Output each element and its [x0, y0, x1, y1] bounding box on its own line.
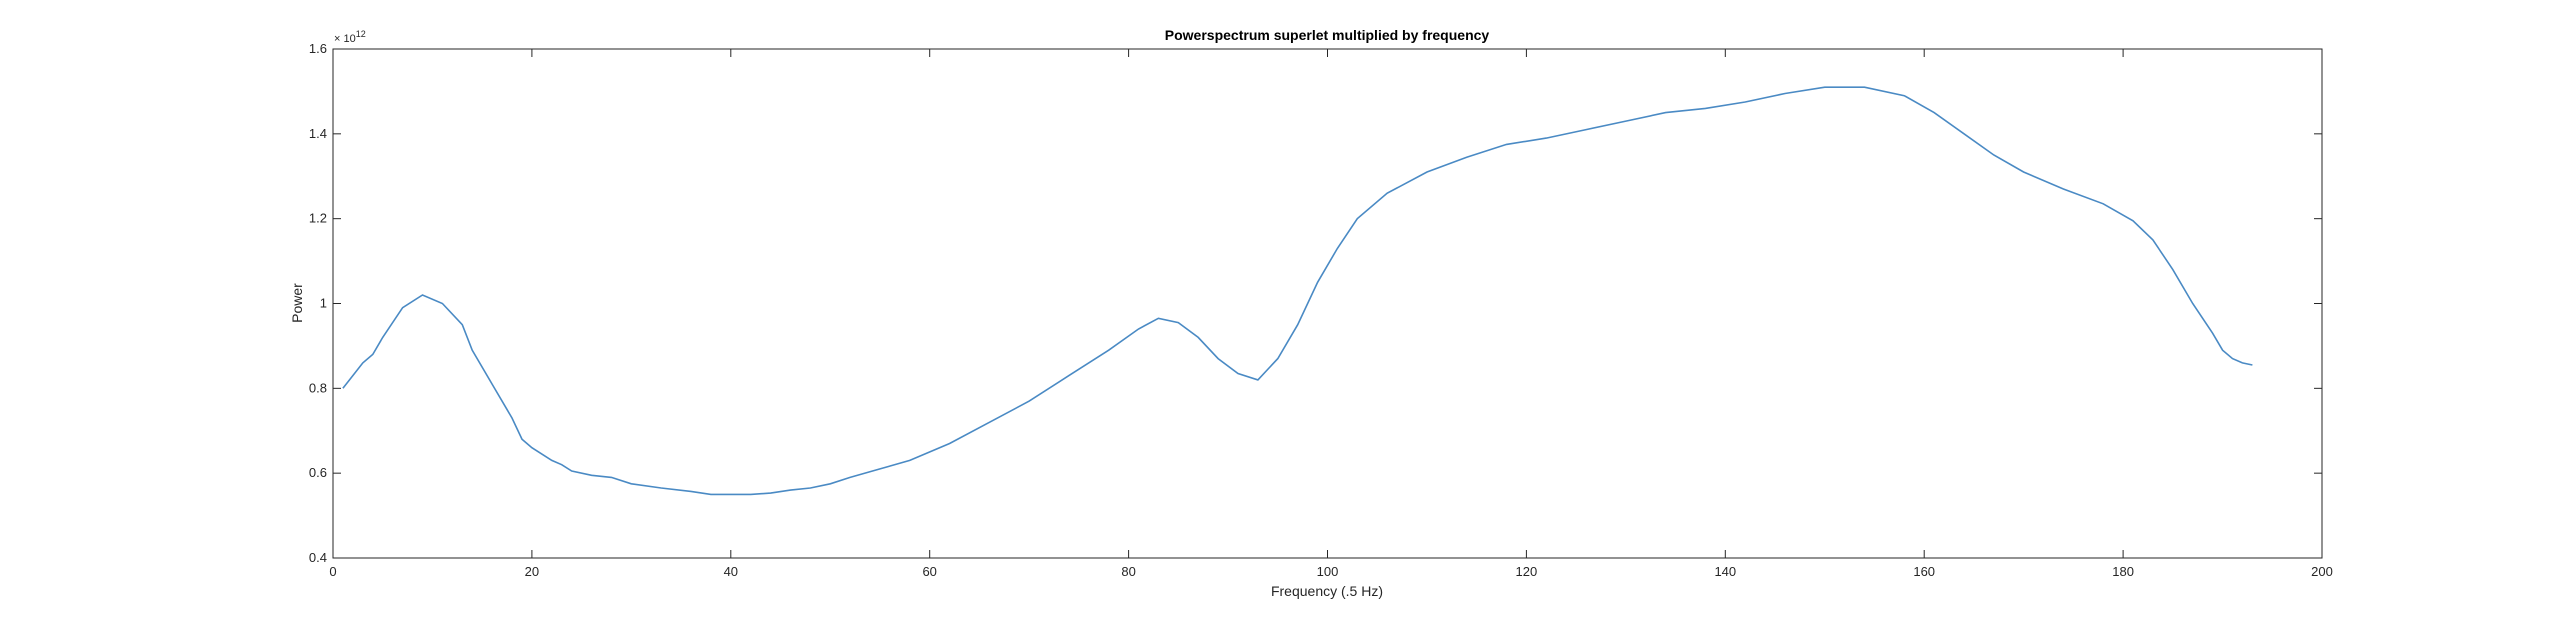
- chart-title: Powerspectrum superlet multiplied by fre…: [1165, 27, 1490, 43]
- x-axis-label: Frequency (.5 Hz): [1271, 583, 1383, 599]
- x-tick-label: 180: [2112, 564, 2134, 579]
- x-tick-label: 140: [1714, 564, 1736, 579]
- x-tick-labels: 0 20 40 60 80 100 120 140 160 180 200: [329, 564, 2332, 579]
- series-line: [342, 86, 2253, 496]
- y-tick-label: 1.6: [309, 41, 327, 56]
- tick-marks: [332, 48, 2323, 559]
- y-tick-labels: 0.4 0.6 0.8 1 1.2 1.4 1.6: [309, 41, 327, 565]
- y-tick-label: 1.4: [309, 126, 327, 141]
- y-axis-label: Power: [289, 283, 305, 323]
- x-tick-label: 160: [1913, 564, 1935, 579]
- x-tick-label: 60: [922, 564, 936, 579]
- y-exponent-base: × 10: [334, 33, 356, 45]
- y-tick-label: 0.6: [309, 465, 327, 480]
- y-tick-label: 0.4: [309, 550, 327, 565]
- x-tick-label: 120: [1516, 564, 1538, 579]
- y-exponent-power: 12: [356, 29, 366, 39]
- x-tick-label: 40: [724, 564, 738, 579]
- y-tick-label: 1: [320, 296, 327, 311]
- x-tick-label: 20: [525, 564, 539, 579]
- y-tick-label: 1.2: [309, 211, 327, 226]
- x-tick-label: 80: [1121, 564, 1135, 579]
- plot-area: [332, 48, 2323, 559]
- x-tick-label: 0: [329, 564, 336, 579]
- y-exponent-label: × 1012: [334, 29, 366, 45]
- y-tick-label: 0.8: [309, 380, 327, 395]
- x-tick-label: 100: [1317, 564, 1339, 579]
- x-tick-label: 200: [2311, 564, 2333, 579]
